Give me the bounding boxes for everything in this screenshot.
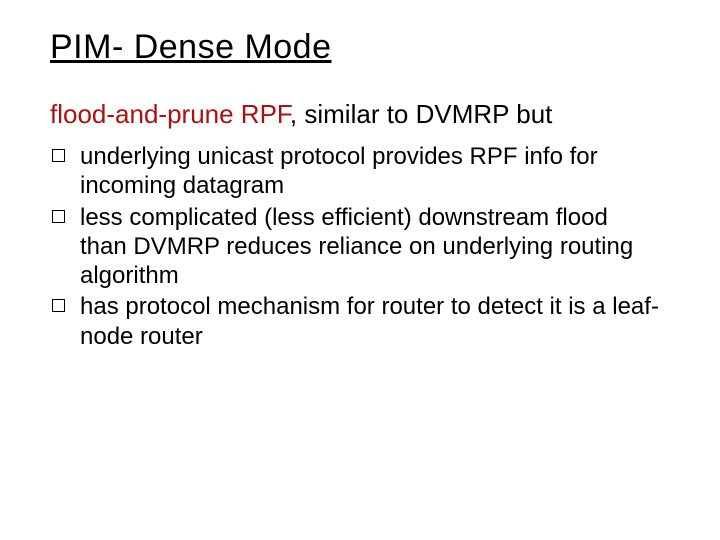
square-bullet-icon [52, 149, 65, 162]
square-bullet-icon [52, 210, 65, 223]
slide-subheading: flood-and-prune RPF, similar to DVMRP bu… [50, 99, 680, 130]
bullet-text: less complicated (less efficient) downst… [80, 204, 633, 290]
square-bullet-icon [52, 299, 65, 312]
slide-title: PIM- Dense Mode [50, 28, 680, 67]
bullet-text: has protocol mechanism for router to det… [80, 293, 659, 349]
list-item: underlying unicast protocol provides RPF… [50, 142, 660, 201]
bullet-text: underlying unicast protocol provides RPF… [80, 143, 598, 199]
list-item: less complicated (less efficient) downst… [50, 203, 660, 291]
bullet-list: underlying unicast protocol provides RPF… [50, 142, 680, 351]
subhead-highlight: flood-and-prune RPF [50, 99, 290, 129]
subhead-rest: , similar to DVMRP but [290, 99, 552, 129]
slide: PIM- Dense Mode flood-and-prune RPF, sim… [0, 0, 720, 540]
list-item: has protocol mechanism for router to det… [50, 292, 660, 351]
